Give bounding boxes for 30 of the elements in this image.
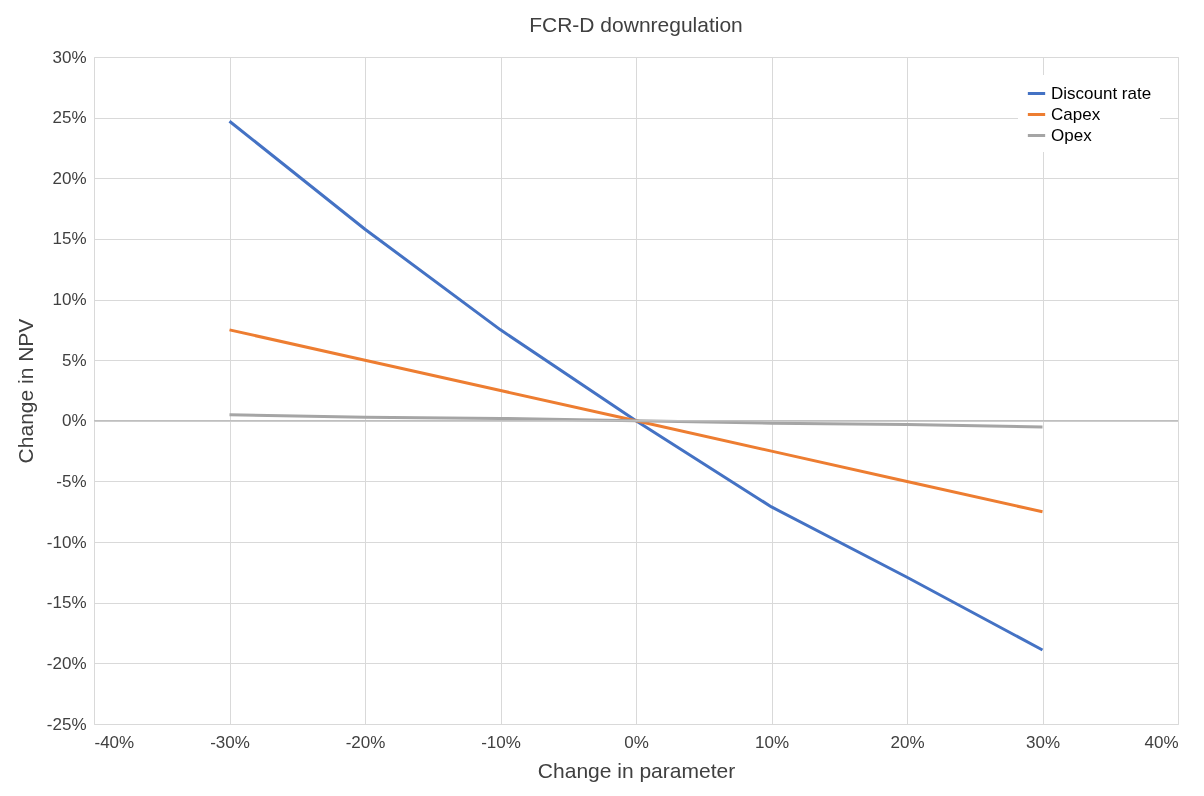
y-tick-label: -15% [46,593,87,613]
x-axis-title: Change in parameter [537,758,736,782]
legend-label: Discount rate [1051,83,1152,103]
x-tick-label: -10% [481,732,521,752]
y-tick-label: 10% [52,290,87,310]
x-tick-label: -20% [345,732,386,752]
x-tick-label: 10% [754,732,790,752]
x-tick-label: -30% [210,732,250,752]
x-tick-label: 0% [624,732,649,752]
y-tick-label: 30% [52,47,87,67]
y-axis-title: Change in NPV [13,318,37,464]
y-tick-label: -10% [46,532,87,552]
x-tick-label: -40% [94,732,135,752]
y-tick-label: 20% [52,168,87,188]
legend-label: Capex [1051,104,1101,124]
line-series [228,119,1044,652]
line-series [228,328,1044,514]
y-tick-label: -25% [46,714,87,734]
chart-title: FCR-D downregulation [529,13,743,36]
x-tick-label: 30% [1025,732,1061,752]
line-series [228,413,1044,429]
y-tick-label: 15% [52,229,87,249]
y-tick-label: -20% [46,653,87,673]
y-tick-label: 25% [52,108,87,128]
y-tick-label: -5% [56,471,87,491]
y-tick-label: 5% [61,350,87,370]
y-tick-label: 0% [61,411,87,431]
legend-label: Opex [1051,125,1093,145]
x-tick-label: 20% [890,732,925,752]
x-tick-label: 40% [1144,732,1179,752]
